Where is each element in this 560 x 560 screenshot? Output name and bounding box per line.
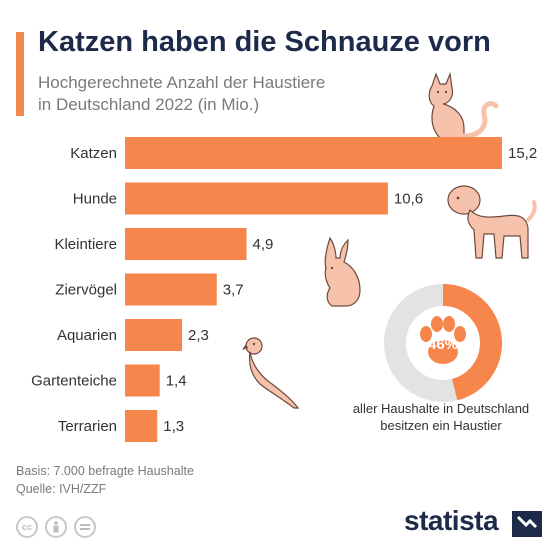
parrot-illustration	[242, 337, 300, 409]
attribution-icon[interactable]	[45, 516, 67, 538]
category-label: Gartenteiche	[31, 373, 117, 390]
bar-ziervögel	[125, 273, 217, 306]
value-label: 1,4	[166, 373, 187, 390]
category-label: Aquarien	[57, 327, 117, 344]
title-accent-bar	[16, 32, 24, 116]
category-label: Terrarien	[58, 418, 117, 435]
bar-terrarien	[125, 410, 158, 442]
bar-gartenteiche	[125, 364, 160, 397]
bar-katzen	[125, 137, 502, 169]
category-label: Hunde	[73, 191, 117, 208]
info-text-line-1: aller Haushalte in Deutschland	[352, 401, 530, 416]
statista-logo[interactable]: statista	[404, 505, 499, 536]
household-ring: 46%	[384, 284, 502, 402]
category-label: Kleintiere	[54, 236, 117, 253]
value-label: 4,9	[253, 236, 274, 253]
category-label: Ziervögel	[55, 282, 117, 299]
cc-icon[interactable]: cc	[16, 516, 38, 538]
value-label: 2,3	[188, 327, 209, 344]
license-icons: cc	[16, 516, 96, 538]
footer-source: Quelle: IVH/ZZF	[16, 482, 107, 496]
subtitle-line-2: in Deutschland 2022 (in Mio.)	[38, 95, 260, 114]
bar-kleintiere	[125, 228, 247, 260]
percent-label: 46%	[428, 336, 458, 353]
value-label: 3,7	[223, 282, 244, 299]
bar-hunde	[125, 182, 388, 215]
value-label: 15,2	[508, 145, 537, 162]
footer: Basis: 7.000 befragte Haushalte Quelle: …	[16, 462, 194, 498]
footer-basis: Basis: 7.000 befragte Haushalte	[16, 464, 194, 478]
dog-illustration	[447, 185, 537, 259]
info-text-line-2: besitzen ein Haustier	[380, 418, 502, 433]
chart-subtitle: Hochgerechnete Anzahl der Haustiere in D…	[38, 72, 398, 116]
bar-aquarien	[125, 319, 183, 351]
info-text: aller Haushalte in Deutschland besitzen …	[330, 400, 552, 434]
cat-illustration	[428, 71, 499, 139]
category-label: Katzen	[70, 145, 117, 162]
statista-logo-icon	[512, 511, 542, 537]
subtitle-line-1: Hochgerechnete Anzahl der Haustiere	[38, 73, 326, 92]
value-label: 1,3	[163, 418, 184, 435]
value-label: 10,6	[394, 191, 423, 208]
no-derivatives-icon[interactable]	[74, 516, 96, 538]
ring-fill	[384, 284, 502, 402]
chart-title: Katzen haben die Schnauze vorn	[38, 26, 491, 58]
rabbit-illustration	[324, 236, 361, 307]
paw-icon	[420, 316, 466, 364]
